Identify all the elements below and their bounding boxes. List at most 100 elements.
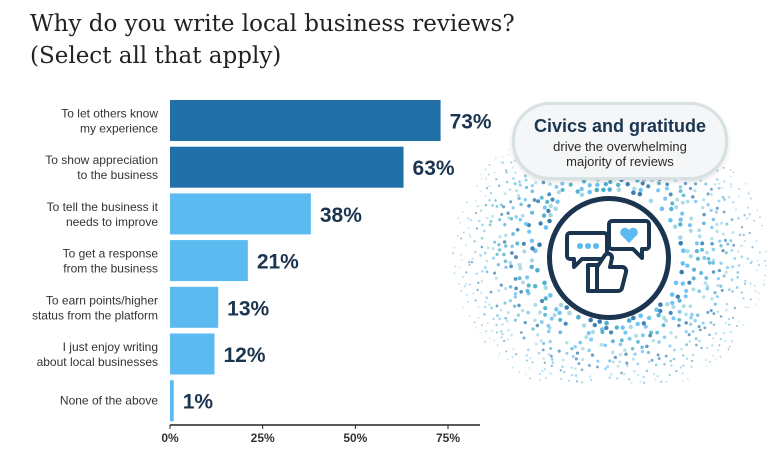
decorative-dot (757, 264, 760, 267)
decorative-dot (493, 240, 497, 244)
decorative-dot (500, 212, 504, 216)
decorative-dot (508, 153, 510, 156)
decorative-dot (623, 330, 628, 335)
decorative-dot (493, 171, 496, 174)
decorative-dot (708, 333, 711, 337)
decorative-dot (744, 306, 747, 309)
decorative-dot (513, 295, 518, 299)
decorative-dot (476, 288, 479, 292)
decorative-dot (668, 192, 673, 197)
decorative-dot (688, 186, 693, 191)
decorative-dot (549, 372, 552, 375)
decorative-dot (697, 228, 702, 233)
decorative-dot (488, 303, 491, 307)
decorative-dot (702, 198, 706, 202)
decorative-dot (664, 318, 669, 323)
decorative-dot (756, 209, 759, 212)
decorative-dot (489, 290, 493, 294)
decorative-dot (654, 363, 658, 367)
decorative-dot (691, 287, 696, 292)
decorative-dot (681, 372, 684, 375)
decorative-dot (721, 195, 725, 199)
decorative-dot (685, 343, 689, 347)
value-label: 1% (183, 391, 214, 414)
decorative-dot (467, 217, 470, 220)
decorative-dot (733, 256, 737, 260)
value-label: 13% (227, 297, 269, 320)
decorative-dot (506, 211, 510, 215)
decorative-dot (551, 361, 555, 365)
decorative-dot (710, 241, 714, 246)
decorative-dot (527, 229, 532, 234)
decorative-dot (738, 187, 741, 190)
decorative-dot (683, 294, 688, 299)
decorative-dot (516, 193, 521, 198)
category-label: To earn points/higher status from the pla… (32, 293, 158, 322)
decorative-dot (658, 302, 663, 307)
decorative-dot (560, 181, 565, 186)
decorative-dot (507, 148, 510, 151)
decorative-dot (719, 284, 723, 288)
decorative-dot (730, 185, 733, 188)
category-label: I just enjoy writing about local business… (37, 340, 158, 369)
decorative-dot (685, 249, 690, 254)
decorative-dot (703, 281, 708, 285)
decorative-dot (735, 325, 738, 328)
decorative-dot (723, 332, 726, 335)
decorative-dot (669, 206, 674, 212)
decorative-dot (755, 303, 758, 306)
decorative-dot (684, 288, 689, 294)
decorative-dot (505, 350, 508, 353)
decorative-dot (479, 254, 482, 257)
decorative-dot (620, 371, 623, 375)
decorative-dot (734, 208, 738, 211)
decorative-dot (483, 266, 487, 270)
decorative-dot (466, 201, 468, 204)
decorative-dot (480, 324, 483, 327)
decorative-dot (559, 369, 563, 372)
decorative-dot (515, 241, 520, 246)
decorative-dot (694, 241, 699, 246)
decorative-dot (737, 195, 740, 198)
decorative-dot (557, 310, 562, 315)
decorative-dot (658, 308, 663, 314)
decorative-dot (702, 256, 707, 260)
decorative-dot (513, 318, 517, 322)
decorative-dot (718, 239, 722, 243)
decorative-dot (517, 303, 521, 308)
decorative-dot (736, 250, 740, 253)
decorative-dot (522, 249, 527, 254)
decorative-dot (730, 169, 732, 171)
decorative-dot (704, 182, 708, 186)
decorative-dot (728, 345, 731, 348)
category-label: None of the above (60, 394, 158, 408)
decorative-dot (547, 353, 551, 357)
decorative-dot (654, 378, 657, 381)
decorative-dot (705, 287, 710, 291)
decorative-dot (541, 369, 544, 373)
decorative-dot (530, 183, 534, 188)
decorative-dot (710, 297, 714, 301)
decorative-dot (483, 313, 486, 316)
decorative-dot (488, 198, 491, 202)
decorative-dot (463, 285, 466, 288)
decorative-dot (526, 283, 531, 288)
decorative-dot (498, 218, 502, 222)
decorative-dot (571, 373, 574, 377)
decorative-dot (714, 332, 718, 335)
decorative-dot (523, 197, 528, 202)
decorative-dot (746, 257, 750, 260)
decorative-dot (656, 188, 661, 193)
decorative-dot (485, 177, 488, 180)
decorative-dot (488, 223, 492, 227)
decorative-dot (641, 321, 646, 326)
decorative-dot (609, 330, 614, 335)
decorative-dot (499, 308, 503, 312)
decorative-dot (545, 199, 550, 204)
decorative-dot (699, 271, 704, 275)
decorative-dot (485, 296, 489, 300)
decorative-dot (458, 266, 461, 269)
bar (170, 193, 311, 235)
decorative-dot (491, 214, 495, 218)
decorative-dot (510, 161, 513, 164)
